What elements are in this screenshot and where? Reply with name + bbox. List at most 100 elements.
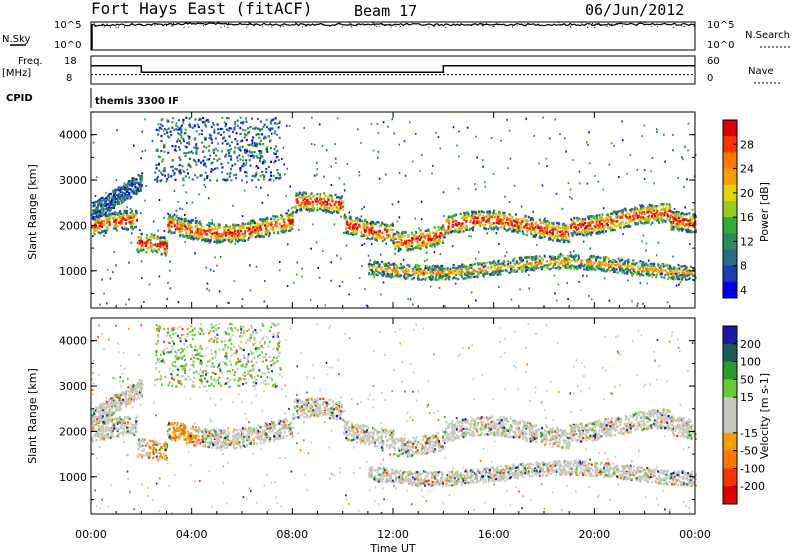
range-cell — [220, 235, 223, 238]
range-cell — [543, 266, 546, 269]
range-cell — [274, 130, 277, 133]
range-cell — [599, 265, 602, 268]
range-cell — [591, 231, 594, 234]
range-cell — [526, 220, 529, 224]
range-cell — [220, 162, 223, 166]
range-cell — [371, 272, 374, 276]
range-cell — [623, 226, 626, 229]
range-cell — [684, 266, 687, 269]
range-cell — [660, 208, 663, 211]
noise-search-dot — [498, 24, 500, 26]
range-cell — [228, 240, 231, 243]
range-cell — [429, 237, 432, 241]
range-cell — [416, 245, 419, 248]
range-cell — [212, 123, 215, 127]
range-cell — [477, 210, 480, 213]
range-cell — [564, 232, 567, 236]
range-cell — [105, 229, 108, 232]
range-cell — [212, 168, 215, 172]
range-cell — [209, 154, 212, 157]
range-cell — [617, 215, 620, 218]
range-cell — [392, 269, 394, 272]
range-cell — [571, 233, 574, 236]
range-cell — [442, 241, 445, 244]
range-cell — [167, 225, 170, 228]
range-cell — [311, 206, 314, 210]
range-cell — [444, 220, 447, 223]
range-cell — [617, 257, 620, 260]
noise-search-dot — [485, 23, 487, 25]
range-cell — [242, 226, 244, 229]
range-cell — [681, 216, 684, 219]
range-cell — [670, 268, 673, 271]
range-cell — [198, 133, 201, 136]
noise-search-dot — [282, 25, 284, 27]
range-cell — [581, 259, 584, 262]
range-cell — [371, 230, 374, 233]
range-cell — [493, 215, 496, 219]
range-cell — [163, 146, 166, 149]
range-cell — [298, 203, 301, 207]
date-title: 06/Jun/2012 — [585, 1, 684, 19]
range-cell — [92, 231, 95, 234]
range-cell — [223, 238, 226, 242]
range-cell — [235, 177, 237, 180]
range-cell — [418, 244, 421, 247]
range-cell — [371, 264, 374, 267]
range-cell — [628, 217, 630, 220]
range-cell — [104, 229, 107, 232]
range-cell — [244, 231, 247, 235]
range-cell — [236, 140, 239, 143]
noise-search-dot — [246, 26, 248, 28]
range-cell — [327, 206, 330, 210]
noise-search-dot — [94, 26, 96, 28]
range-cell — [574, 223, 577, 227]
range-cell — [528, 227, 531, 231]
range-cell — [102, 209, 105, 212]
range-cell — [373, 260, 376, 263]
range-cell — [173, 172, 176, 175]
range-cell — [452, 224, 455, 228]
range-cell — [248, 232, 251, 235]
range-cell — [426, 272, 429, 275]
range-cell — [457, 269, 460, 272]
noise-search-dot — [304, 25, 306, 27]
range-cell — [524, 218, 527, 222]
range-cell — [552, 225, 555, 228]
range-cell — [464, 227, 467, 230]
range-cell — [531, 224, 534, 227]
range-cell — [191, 126, 194, 129]
range-cell — [600, 219, 603, 222]
range-cell — [617, 224, 620, 227]
range-cell — [122, 213, 125, 216]
range-cell — [550, 257, 553, 260]
range-cell — [637, 272, 640, 275]
range-cell — [135, 225, 137, 229]
range-cell — [166, 120, 169, 123]
range-cell — [685, 218, 688, 221]
range-cell — [429, 270, 432, 274]
range-cell — [580, 223, 583, 226]
range-cell — [634, 222, 637, 225]
range-cell — [457, 272, 460, 275]
range-cell — [222, 239, 225, 242]
range-cell — [619, 269, 622, 272]
range-cell — [251, 222, 254, 225]
range-cell — [280, 213, 282, 217]
noise-search-dot — [374, 24, 376, 26]
range-cell — [178, 119, 180, 122]
range-cell — [213, 167, 216, 170]
range-cell — [423, 271, 426, 274]
range-cell — [427, 268, 430, 272]
range-cell — [350, 220, 353, 223]
range-cell — [560, 233, 563, 236]
range-cell — [667, 267, 670, 270]
range-cell — [456, 231, 459, 234]
range-cell — [589, 224, 592, 227]
range-cell — [239, 236, 242, 240]
range-cell — [474, 275, 477, 278]
range-cell — [230, 168, 232, 171]
range-cell — [460, 224, 463, 227]
range-cell — [679, 275, 682, 278]
range-cell — [562, 234, 565, 238]
